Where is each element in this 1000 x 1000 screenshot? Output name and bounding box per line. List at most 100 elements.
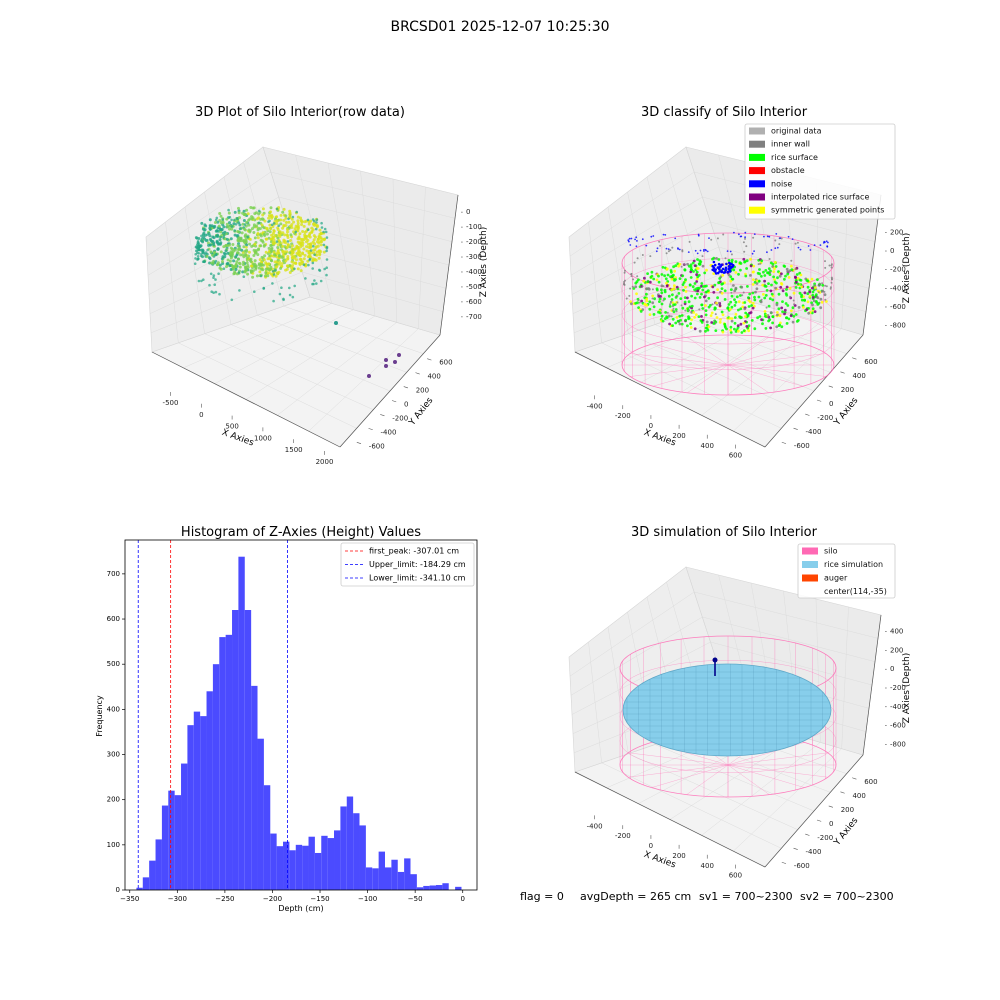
p1-point: [231, 243, 235, 246]
p2-point: [805, 279, 809, 282]
p1-point: [271, 240, 275, 244]
p4-legend-label: silo: [824, 547, 838, 556]
p1-y-tick-mark: [368, 428, 373, 431]
p2-point: [736, 324, 740, 327]
p2-wall-point: [624, 269, 626, 272]
p1-point: [244, 252, 247, 256]
p2-point: [672, 265, 675, 269]
p1-wall-point: [259, 274, 263, 278]
p1-outlier: [384, 364, 388, 368]
p2-wall-point: [730, 291, 733, 294]
x-axis-line: [151, 351, 341, 448]
panel2-x-ticks: -400 -200 0 200 400 600: [587, 395, 742, 460]
p1-wall-point: [304, 277, 307, 280]
p1-point: [293, 227, 297, 231]
p1-point: [243, 227, 246, 231]
p1-z-tick-label: -600: [466, 298, 482, 306]
p1-point: [301, 243, 305, 247]
histogram-bars: [136, 556, 462, 890]
p1-point: [252, 223, 256, 227]
p1-point: [264, 250, 268, 254]
p1-point: [309, 219, 313, 223]
grid-line: [569, 171, 695, 257]
p2-point: [660, 291, 664, 295]
p1-wall-point: [293, 267, 296, 271]
p2-y-tick-label: 400: [852, 372, 865, 380]
p2-point: [767, 282, 770, 285]
p2-point: [689, 276, 693, 279]
p1-point: [283, 233, 287, 237]
p2-wall-point: [744, 237, 746, 240]
p1-point: [218, 212, 222, 215]
p1-point: [253, 212, 257, 216]
p2-noise-point: [664, 234, 667, 236]
p2-noise-point: [677, 248, 679, 250]
p2-wall-point: [688, 240, 691, 243]
p1-point: [236, 251, 240, 255]
p2-point: [681, 274, 685, 278]
p2-point: [777, 292, 781, 296]
p2-point: [686, 262, 689, 266]
p2-point: [700, 303, 704, 307]
p2-point: [717, 258, 721, 261]
p1-wall-point: [311, 261, 315, 265]
histogram-bar: [232, 610, 239, 890]
p1-wall-point: [197, 279, 201, 283]
p1-point: [248, 242, 252, 246]
p1-point: [242, 219, 246, 222]
panel4-y-ticks: -600 -400 -200 0 200 400 600: [781, 777, 878, 870]
p2-point: [769, 311, 773, 314]
p1-point: [316, 244, 320, 248]
p2-point: [778, 323, 781, 327]
p2-point: [666, 273, 670, 277]
footer-sv1: sv1 = 700~2300: [699, 890, 793, 903]
p2-wall-point: [745, 245, 748, 248]
x-axis-line: [574, 771, 766, 868]
p1-point: [310, 251, 313, 255]
p2-point: [743, 260, 747, 263]
p1-point: [208, 218, 212, 222]
p2-point: [763, 310, 767, 313]
p1-point: [279, 222, 283, 226]
p2-point: [743, 301, 747, 304]
p2-wall-point: [796, 241, 799, 244]
p2-point: [800, 298, 804, 302]
p2-wall-point: [794, 242, 797, 245]
p2-point: [686, 296, 689, 300]
p2-wall-point: [752, 236, 755, 239]
p2-point: [825, 300, 828, 303]
p1-wall-point: [203, 229, 206, 232]
p1-wall-point: [323, 267, 327, 271]
p2-point: [773, 261, 777, 264]
p1-point: [317, 256, 321, 260]
p1-point: [228, 221, 231, 225]
histogram-bar: [365, 867, 373, 890]
p1-point: [195, 249, 199, 253]
p2-point: [674, 264, 678, 268]
p1-outlier: [334, 321, 338, 325]
p1-z-tick-label: -300: [466, 253, 482, 261]
p1-point: [288, 251, 292, 255]
p2-point: [734, 312, 738, 316]
p2-noise-cluster: [713, 263, 717, 267]
histogram-x-tick-label: −50: [408, 895, 423, 903]
p2-point: [748, 311, 751, 315]
p2-noise-point: [656, 247, 659, 250]
p1-wall-point: [282, 298, 285, 302]
p1-point: [261, 213, 265, 217]
p1-point: [281, 226, 285, 230]
p1-point: [235, 260, 239, 264]
p2-point: [648, 313, 652, 316]
p1-point: [282, 218, 286, 222]
p1-point: [298, 232, 302, 236]
p2-noise-point: [766, 251, 768, 254]
p2-noise-cluster: [724, 268, 728, 272]
p2-wall-point: [730, 253, 733, 256]
p2-point: [668, 305, 672, 308]
p2-point: [678, 277, 682, 280]
p2-point: [665, 281, 668, 285]
p2-point: [706, 328, 710, 332]
p1-point: [269, 267, 273, 271]
p2-wall-point: [701, 255, 704, 258]
panel1-y-ticks: -600 -400 -200 0 200 400 600: [356, 358, 453, 450]
